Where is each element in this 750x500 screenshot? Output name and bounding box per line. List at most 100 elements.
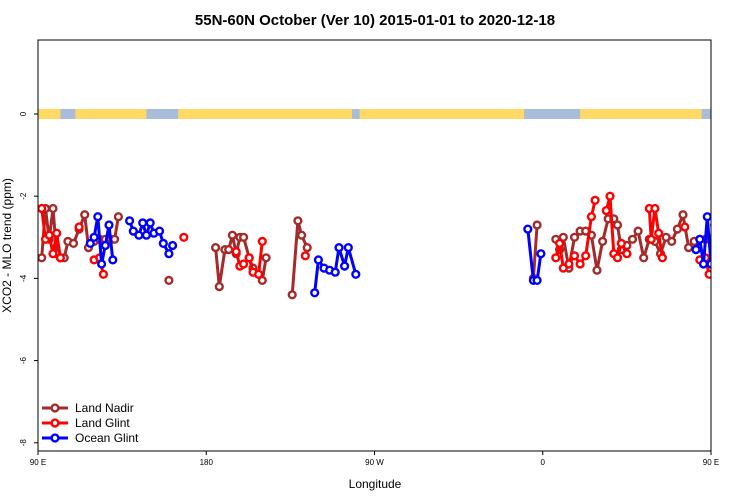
data-point-ocean-glint <box>141 230 152 240</box>
data-point-land-glint <box>590 195 600 205</box>
data-point-land-glint <box>55 253 66 263</box>
data-point-land-nadir <box>113 212 124 222</box>
data-point-ocean-glint <box>158 238 168 249</box>
data-point-land-glint <box>612 253 623 263</box>
data-point-land-nadir <box>293 216 303 226</box>
data-point-land-glint <box>581 251 591 261</box>
data-point-land-nadir <box>239 232 249 242</box>
land-strip-segment <box>75 108 147 119</box>
land-strip-segment <box>580 108 702 119</box>
data-point-land-nadir <box>48 203 58 214</box>
x-tick-label: 180 <box>200 458 214 467</box>
data-point-ocean-glint <box>145 218 155 228</box>
legend-swatch-marker-ocean-glint <box>50 433 60 443</box>
data-point-ocean-glint <box>96 259 107 269</box>
data-point-land-glint <box>575 259 585 269</box>
data-point-land-nadir <box>569 232 580 242</box>
y-tick-label: -2 <box>19 192 28 200</box>
data-point-ocean-glint <box>100 240 110 251</box>
y-tick-label: -6 <box>19 356 28 364</box>
data-point-ocean-glint <box>313 255 324 265</box>
data-point-land-nadir <box>68 238 79 249</box>
data-point-ocean-glint <box>523 224 533 234</box>
data-point-ocean-glint <box>536 249 546 259</box>
data-point-ocean-glint <box>164 249 174 259</box>
data-point-land-nadir <box>639 253 649 263</box>
land-strip-segment <box>38 108 61 119</box>
data-point-ocean-glint <box>695 234 705 244</box>
data-point-ocean-glint <box>134 230 144 240</box>
data-point-land-nadir <box>80 210 90 220</box>
data-point-land-glint <box>239 259 249 269</box>
x-axis-label: Longitude <box>349 477 402 491</box>
data-point-land-nadir <box>224 245 234 255</box>
data-point-ocean-glint <box>532 275 542 286</box>
data-point-ocean-glint <box>138 218 148 228</box>
data-point-ocean-glint <box>108 255 118 265</box>
data-point-land-glint <box>654 228 664 238</box>
data-point-ocean-glint <box>89 232 99 242</box>
legend-swatch-marker-land-glint <box>50 418 60 428</box>
data-point-ocean-glint <box>334 243 344 253</box>
data-point-land-nadir <box>297 230 307 240</box>
x-tick-label: 90 W <box>365 458 384 467</box>
data-point-land-glint <box>616 238 626 249</box>
data-point-ocean-glint <box>702 212 711 222</box>
data-point-ocean-glint <box>340 261 350 271</box>
data-point-land-nadir <box>287 290 297 300</box>
series-line-land-nadir <box>290 219 309 295</box>
data-point-ocean-glint <box>698 259 709 269</box>
data-point-ocean-glint <box>104 220 114 230</box>
data-point-land-nadir <box>597 236 608 247</box>
x-tick-label: 0 <box>541 458 546 467</box>
data-point-land-glint <box>569 251 580 261</box>
y-axis-label: XCO2 - MLO trend (ppm) <box>0 178 14 313</box>
data-point-land-nadir <box>532 220 542 230</box>
data-point-ocean-glint <box>330 267 340 277</box>
data-point-land-glint <box>231 247 241 257</box>
data-point-land-glint <box>680 222 690 232</box>
data-point-land-nadir <box>302 243 312 253</box>
data-point-land-nadir <box>214 282 224 292</box>
data-point-land-glint <box>300 251 310 261</box>
data-point-land-glint <box>52 228 62 238</box>
legend-label-land-glint: Land Glint <box>75 416 130 430</box>
data-point-land-nadir <box>211 243 221 253</box>
series-ocean-glint <box>85 212 711 298</box>
data-point-land-glint <box>586 212 597 222</box>
data-point-land-glint <box>257 236 267 247</box>
data-point-ocean-glint <box>93 212 103 222</box>
data-point-land-nadir <box>592 265 602 275</box>
data-point-land-glint <box>704 269 711 279</box>
data-point-land-nadir <box>261 253 271 263</box>
series-line-land-nadir <box>531 224 539 279</box>
data-point-land-glint <box>564 259 574 269</box>
y-tick-label: 0 <box>19 111 28 116</box>
axes: 90 E 180 90 W 0 90 E 0 -2 -4 -6 -8 <box>19 111 719 467</box>
data-point-land-nadir <box>678 210 688 220</box>
data-point-land-glint <box>646 234 656 244</box>
data-point-land-nadir <box>633 226 643 236</box>
data-point-land-glint <box>650 203 660 214</box>
data-point-land-nadir <box>38 253 47 263</box>
data-point-land-glint <box>179 232 189 242</box>
data-point-land-glint <box>98 269 109 279</box>
data-point-land-glint <box>657 253 668 263</box>
data-point-ocean-glint <box>125 216 135 226</box>
data-point-land-nadir <box>683 243 694 253</box>
data-point-land-glint <box>254 269 264 279</box>
legend-swatch-marker-land-nadir <box>50 403 60 413</box>
data-point-land-glint <box>622 249 632 259</box>
land-strip-segment <box>359 108 525 119</box>
y-tick-label: -4 <box>19 274 28 282</box>
data-point-ocean-glint <box>691 245 701 255</box>
data-point-land-glint <box>605 191 615 201</box>
data-point-land-nadir <box>227 230 238 240</box>
data-point-ocean-glint <box>343 243 353 253</box>
data-point-land-nadir <box>667 236 677 247</box>
legend-label-land-nadir: Land Nadir <box>75 401 134 415</box>
x-tick-label: 90 E <box>30 458 46 467</box>
y-tick-label: -8 <box>19 439 28 447</box>
data-point-ocean-glint <box>168 240 178 251</box>
land-strip-segment <box>178 108 353 119</box>
